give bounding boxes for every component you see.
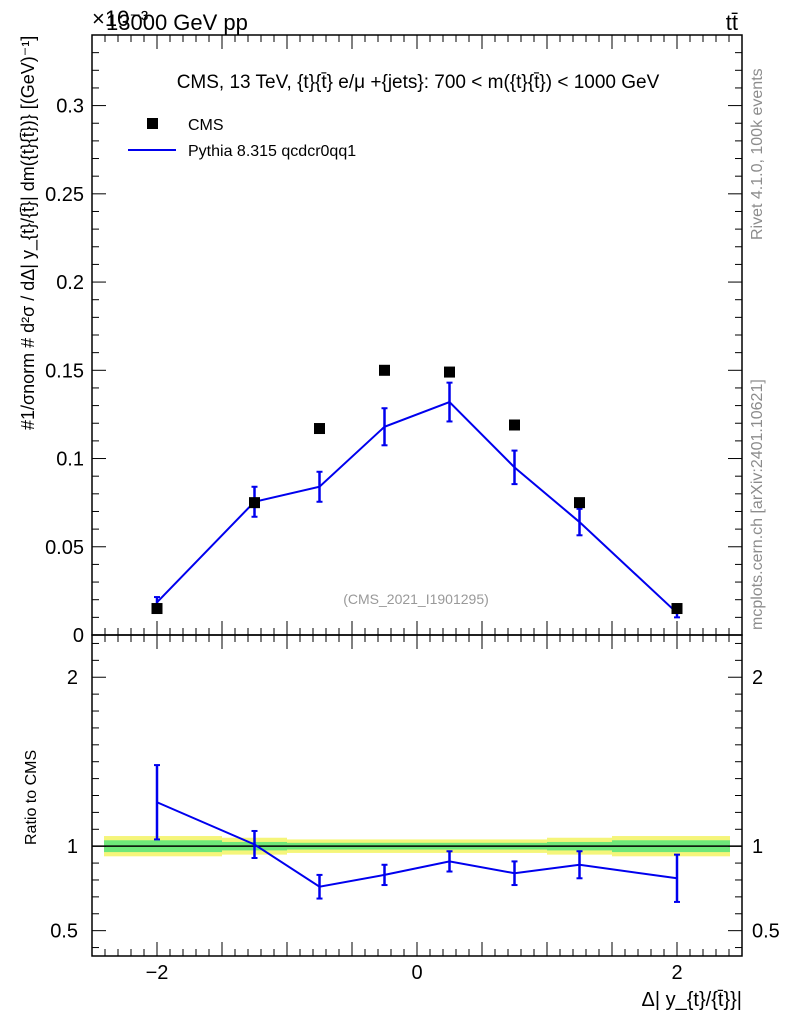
legend-marker-cms [147,118,158,129]
energy-label: 13000 GeV pp [106,10,248,35]
cms-point [151,603,163,615]
watermark: (CMS_2021_I1901295) [343,591,489,607]
ratio-panel: −2 0 2 0.5 0.5 1 1 2 2 Ratio to CMS [23,634,780,984]
y-tick-label: 0.05 [45,537,84,559]
ratio-line [156,801,678,888]
y-axis-label: #1/σnorm # d²σ / dΔ| y_{t}/{t̄}| dm({t}{… [18,36,39,430]
ratio-y-tick-label-right: 0.5 [752,921,780,943]
y-tick-label: 0.15 [45,360,84,382]
chart-title: CMS, 13 TeV, {t}{t̄} e/μ +{jets}: 700 < … [177,72,660,93]
mcplots-label: mcplots.cern.ch [arXiv:2401.10621] [749,379,766,630]
y-tick-label: 0.3 [56,96,84,118]
ratio-frame [91,634,743,957]
ratio-y-tick-label-right: 1 [752,836,763,858]
ratio-y-tick-label-left: 2 [67,667,78,689]
x-axis-label: Δ| y_{t}/{t̄}}| [642,989,743,1011]
legend-label-pythia: Pythia 8.315 qcdcr0qq1 [188,143,356,160]
cms-point [509,419,520,431]
process-label: tt̄ [726,10,738,35]
ratio-y-tick-label-left: 1 [67,836,78,858]
x-tick-label: 2 [671,962,682,984]
exponent-label: ×10⁻³ [92,6,148,31]
cms-point [379,364,390,376]
cms-point [444,366,455,378]
legend: CMS Pythia 8.315 qcdcr0qq1 [128,117,356,160]
ratio-y-tick-label-right: 2 [752,667,763,689]
main-panel: 0 0.05 0.1 0.15 0.2 0.25 0.3 CMS, 13 TeV, {t}{… [18,34,743,647]
pythia-line [156,400,678,614]
x-tick-label: 0 [411,962,422,984]
ratio-ticks: −2 0 2 0.5 0.5 1 1 2 2 [50,635,780,984]
cms-point [249,497,260,509]
ratio-data [92,764,742,903]
cms-point [574,497,585,509]
legend-label-cms: CMS [188,117,224,134]
y-tick-label: 0.1 [56,449,84,471]
x-tick-label: −2 [146,962,169,984]
y-tick-label: 0.2 [56,272,84,294]
cms-point [314,423,325,435]
y-tick-label: 0.25 [45,184,84,206]
ratio-y-tick-label-left: 0.5 [50,921,78,943]
cms-point [671,603,683,615]
y-tick-label: 0 [73,625,84,647]
rivet-label: Rivet 4.1.0, 100k events [749,68,766,240]
main-ticks: 0 0.05 0.1 0.15 0.2 0.25 0.3 [45,34,743,647]
ratio-y-axis-label: Ratio to CMS [23,750,40,845]
main-data [151,364,683,619]
